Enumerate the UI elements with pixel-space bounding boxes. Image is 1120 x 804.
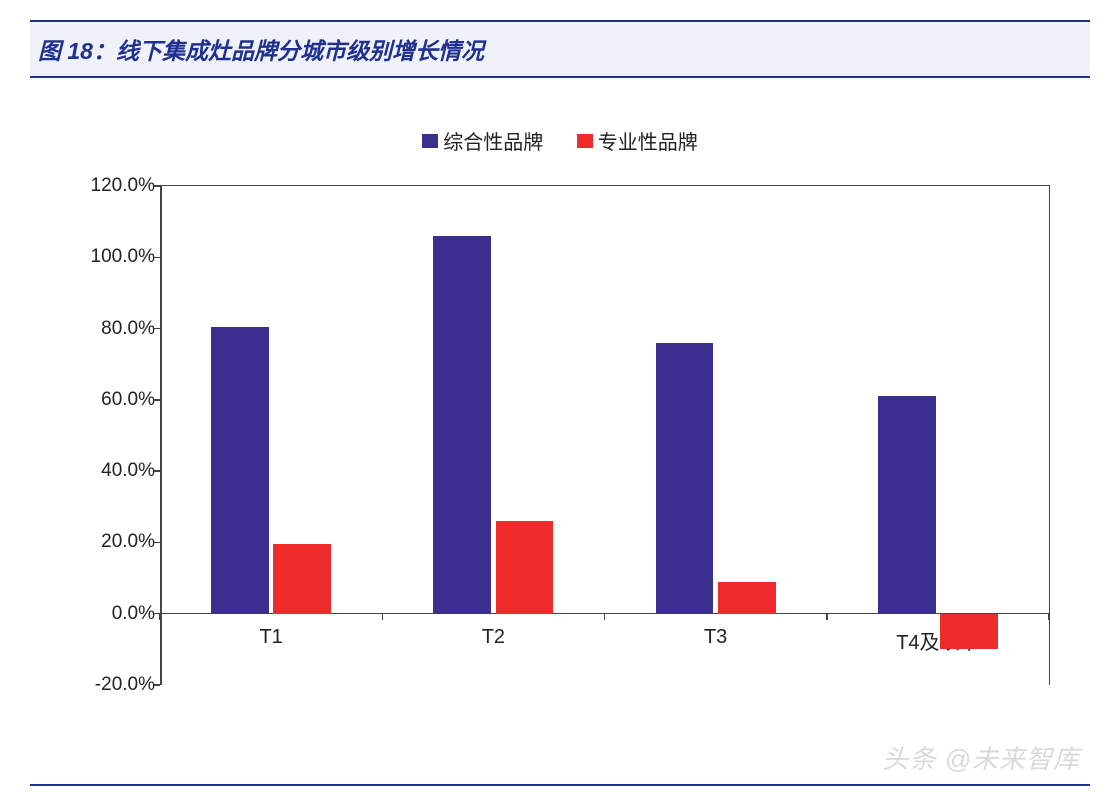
- bar: [878, 396, 936, 613]
- plot-wrap: -20.0%0.0%20.0%40.0%60.0%80.0%100.0%120.…: [90, 185, 1060, 745]
- x-tick-mark: [382, 614, 384, 620]
- x-tick-label: T3: [704, 626, 727, 649]
- legend: 综合性品牌 专业性品牌: [30, 126, 1090, 155]
- y-tick-label: -20.0%: [80, 674, 155, 696]
- legend-swatch-1: [577, 134, 593, 148]
- legend-item-1: 专业性品牌: [577, 126, 698, 155]
- y-tick-label: 20.0%: [80, 531, 155, 553]
- plot-area: -20.0%0.0%20.0%40.0%60.0%80.0%100.0%120.…: [160, 185, 1050, 685]
- y-tick-label: 120.0%: [80, 175, 155, 197]
- bar: [273, 544, 331, 614]
- y-tick-label: 100.0%: [80, 246, 155, 268]
- y-tick-mark: [154, 684, 160, 686]
- y-tick-mark: [154, 542, 160, 544]
- bar: [211, 327, 269, 614]
- y-tick-mark: [154, 470, 160, 472]
- y-tick-label: 60.0%: [80, 389, 155, 411]
- bottom-rule: [30, 784, 1090, 786]
- y-tick-label: 40.0%: [80, 460, 155, 482]
- title-bar: 图 18：线下集成灶品牌分城市级别增长情况: [30, 20, 1090, 78]
- y-tick-mark: [154, 185, 160, 187]
- bar: [718, 582, 776, 614]
- legend-label-1: 专业性品牌: [598, 126, 698, 155]
- figure-container: 图 18：线下集成灶品牌分城市级别增长情况 综合性品牌 专业性品牌 -20.0%…: [0, 0, 1120, 804]
- legend-item-0: 综合性品牌: [422, 126, 543, 155]
- x-tick-label: T1: [259, 626, 282, 649]
- y-axis: [160, 186, 162, 685]
- legend-swatch-0: [422, 134, 438, 148]
- y-tick-label: 0.0%: [80, 603, 155, 625]
- y-tick-label: 80.0%: [80, 318, 155, 340]
- legend-label-0: 综合性品牌: [443, 126, 543, 155]
- y-tick-mark: [154, 257, 160, 259]
- bar: [940, 614, 998, 650]
- bar: [656, 343, 714, 614]
- x-tick-mark: [1048, 614, 1050, 620]
- x-tick-mark: [159, 614, 161, 620]
- chart-title: 图 18：线下集成灶品牌分城市级别增长情况: [38, 32, 1082, 66]
- x-tick-mark: [604, 614, 606, 620]
- x-tick-label: T2: [482, 626, 505, 649]
- x-tick-mark: [826, 614, 828, 620]
- y-tick-mark: [154, 399, 160, 401]
- y-tick-mark: [154, 328, 160, 330]
- bar: [496, 521, 554, 614]
- bar: [433, 236, 491, 614]
